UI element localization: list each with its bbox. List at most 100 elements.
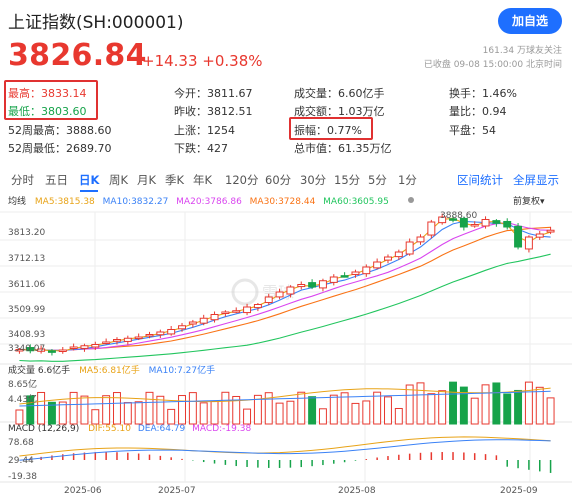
candle-body — [188, 321, 197, 325]
tab-12[interactable]: 1分 — [398, 173, 417, 187]
candle-body — [232, 310, 241, 313]
volume-bar — [373, 391, 382, 425]
candle-body — [297, 284, 306, 288]
candle-body — [524, 236, 533, 250]
volume-bar — [15, 409, 24, 425]
price-tick: 3611.06 — [8, 280, 46, 290]
tab-0[interactable]: 分时 — [11, 173, 34, 187]
tab-1[interactable]: 五日 — [45, 173, 68, 187]
candle-body — [481, 219, 490, 227]
stat-high: 最高：3833.14 — [8, 87, 87, 100]
volume-bar — [340, 392, 349, 425]
price-tick: 3408.93 — [8, 330, 46, 340]
range-stats-button[interactable]: 区间统计 — [457, 173, 503, 187]
candle-body — [210, 314, 219, 321]
tab-6[interactable]: 年K — [193, 173, 213, 187]
candle-body — [318, 280, 327, 289]
volume-bar — [156, 395, 165, 425]
volume-bar — [37, 391, 46, 425]
candle-body — [416, 236, 425, 243]
volume-bar — [134, 401, 143, 425]
volume-bar — [123, 402, 132, 425]
candle-body — [178, 325, 186, 330]
volume-bar — [438, 390, 447, 425]
candle-body — [123, 337, 132, 342]
tab-3[interactable]: 周K — [109, 173, 129, 187]
candle-body — [546, 229, 555, 233]
candle-body — [253, 304, 262, 309]
candle-body — [394, 251, 403, 258]
volume-bar — [308, 396, 317, 425]
candle-body — [15, 349, 24, 352]
candle-body — [47, 350, 56, 353]
volume-bar — [58, 401, 67, 425]
stat-market-cap: 总市值：61.35万亿 — [294, 142, 392, 155]
volume-bar — [47, 401, 56, 425]
adjust-dropdown[interactable]: 前复权▾ — [513, 194, 545, 207]
volume-bar — [210, 400, 219, 425]
candle-body — [264, 296, 273, 304]
volume-tick: 4.43亿 — [8, 395, 38, 405]
candle-body — [91, 344, 100, 348]
chevron-down-icon: ▾ — [540, 197, 545, 207]
tab-4[interactable]: 月K — [137, 173, 157, 187]
volume-bar — [503, 393, 512, 425]
macd-dea-line — [19, 439, 551, 461]
volume-bar — [351, 402, 360, 425]
volume-bar — [178, 395, 186, 425]
volume-bar — [524, 381, 533, 425]
tab-9[interactable]: 30分 — [300, 173, 327, 187]
stat-52w-low: 52周最低：2689.70 — [8, 142, 112, 155]
volume-bar — [80, 395, 89, 425]
volume-bar — [459, 386, 468, 425]
candle-body — [156, 331, 165, 336]
add-watchlist-button[interactable]: 加自选 — [498, 8, 562, 34]
price-tick: 3712.13 — [8, 254, 46, 264]
tab-7[interactable]: 120分 — [225, 173, 259, 187]
candle-body — [459, 217, 468, 228]
price-tick: 3813.20 — [8, 228, 46, 238]
candle-body — [351, 271, 360, 275]
stat-flat: 平盘：54 — [449, 124, 496, 137]
stat-turnover: 成交额：1.03万亿 — [294, 105, 385, 118]
tab-8[interactable]: 60分 — [265, 173, 292, 187]
kline-chart[interactable]: 雪球 — [0, 192, 572, 500]
tab-2[interactable]: 日K — [79, 173, 100, 192]
stat-volume: 成交量：6.60亿手 — [294, 87, 385, 100]
ma-legend: 均线 MA5:3815.38 MA10:3832.27 MA20:3786.86… — [8, 197, 389, 207]
candle-body — [243, 306, 252, 314]
candle-body — [340, 275, 349, 278]
candle-body — [37, 348, 46, 352]
volume-tick: 8.65亿 — [8, 380, 38, 390]
volume-bar — [221, 391, 230, 425]
settings-dot[interactable] — [406, 195, 416, 205]
volume-bar — [69, 391, 78, 425]
tab-5[interactable]: 季K — [165, 173, 185, 187]
volume-bar — [102, 395, 111, 425]
ma60-line — [19, 253, 551, 362]
price-tick: 3509.99 — [8, 305, 46, 315]
fullscreen-button[interactable]: 全屏显示 — [513, 173, 559, 187]
stock-title: 上证指数(SH:000001) — [8, 13, 184, 33]
peak-label: 3888.60 — [440, 211, 478, 221]
tab-10[interactable]: 15分 — [334, 173, 361, 187]
volume-bar — [188, 392, 197, 425]
date-tick: 2025-06 — [64, 486, 102, 496]
volume-bar — [405, 384, 414, 425]
candle-body — [26, 347, 35, 352]
candle-body — [405, 241, 414, 255]
candle-body — [113, 339, 121, 342]
candle-body — [221, 311, 230, 314]
adjust-label: 前复权 — [513, 197, 541, 207]
candle-body — [69, 346, 78, 349]
volume-bar — [26, 395, 35, 425]
candle-body — [80, 345, 89, 349]
candle-body — [58, 349, 67, 352]
candle-body — [329, 276, 338, 283]
candle-body — [514, 225, 523, 248]
macd-tick: -19.38 — [8, 472, 38, 482]
tab-11[interactable]: 5分 — [368, 173, 387, 187]
candle-body — [427, 221, 436, 236]
volume-ma10-line — [19, 390, 551, 407]
volume-bar — [286, 400, 295, 425]
